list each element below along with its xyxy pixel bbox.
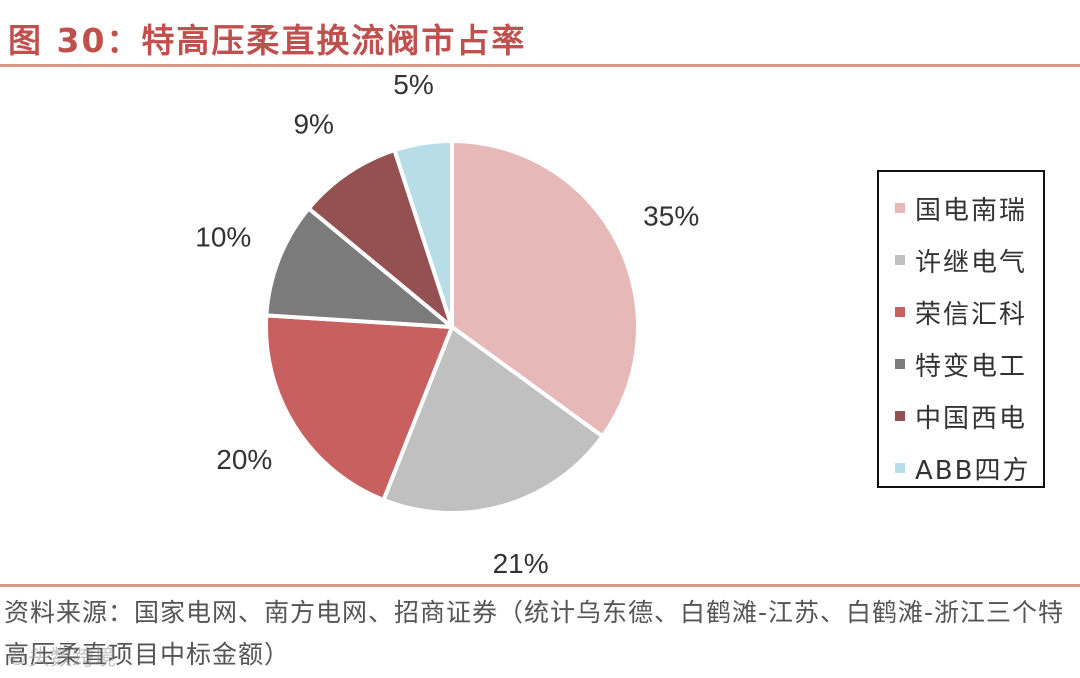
pie-chart-svg: 35% 21% 20% 10% 9% 5% xyxy=(195,69,699,579)
legend-item: ABB四方 xyxy=(879,442,1043,494)
legend-swatch xyxy=(895,203,905,213)
page-title: 图 30：特高压柔直换流阀市占率 xyxy=(8,21,527,60)
legend-swatch xyxy=(895,255,905,265)
pie-data-label-6: 5% xyxy=(393,69,433,100)
pie-data-label-2: 21% xyxy=(493,548,549,579)
pie-slice-2 xyxy=(381,325,605,515)
legend-item: 特变电工 xyxy=(879,338,1043,390)
pie-data-label-5: 9% xyxy=(293,109,333,140)
pie-slice-3 xyxy=(264,313,454,502)
pie-chart: 35% 21% 20% 10% 9% 5% 国电南瑞许继电气荣信汇科特变电工中国西电 ABB… xyxy=(0,67,1080,584)
pie-slice-4 xyxy=(264,206,454,329)
legend-label: 荣信汇科 xyxy=(915,299,1028,330)
legend-item: 许继电气 xyxy=(879,234,1043,286)
pie-slice-6 xyxy=(392,139,454,329)
pie-slice-5 xyxy=(306,148,454,329)
chart-legend: 国电南瑞许继电气荣信汇科特变电工中国西电 ABB四方 xyxy=(877,170,1045,488)
watermark: ©头数跨境 xyxy=(6,646,117,671)
title-divider xyxy=(0,64,1080,67)
pie-data-label-3: 20% xyxy=(216,444,272,475)
legend-swatch xyxy=(895,463,905,473)
source-note: 资料来源：国家电网、南方电网、招商证券（统计乌东德、白鹤滩-江苏、白鹤滩-浙江三… xyxy=(4,598,1065,669)
legend-label: ABB四方 xyxy=(915,455,1031,486)
legend-item: 荣信汇科 xyxy=(879,286,1043,338)
legend-item: 中国西电 xyxy=(879,390,1043,442)
legend-label: 特变电工 xyxy=(915,351,1028,382)
legend-swatch xyxy=(895,359,905,369)
pie-data-label-4: 10% xyxy=(195,221,251,252)
source-divider xyxy=(0,584,1080,587)
pie-slice-1 xyxy=(450,139,640,439)
legend-swatch xyxy=(895,411,905,421)
legend-label: 许继电气 xyxy=(915,247,1028,278)
legend-label: 中国西电 xyxy=(915,403,1028,434)
pie-data-label-1: 35% xyxy=(643,200,699,231)
legend-item: 国电南瑞 xyxy=(879,182,1043,234)
legend-swatch xyxy=(895,307,905,317)
legend-label: 国电南瑞 xyxy=(915,195,1028,226)
